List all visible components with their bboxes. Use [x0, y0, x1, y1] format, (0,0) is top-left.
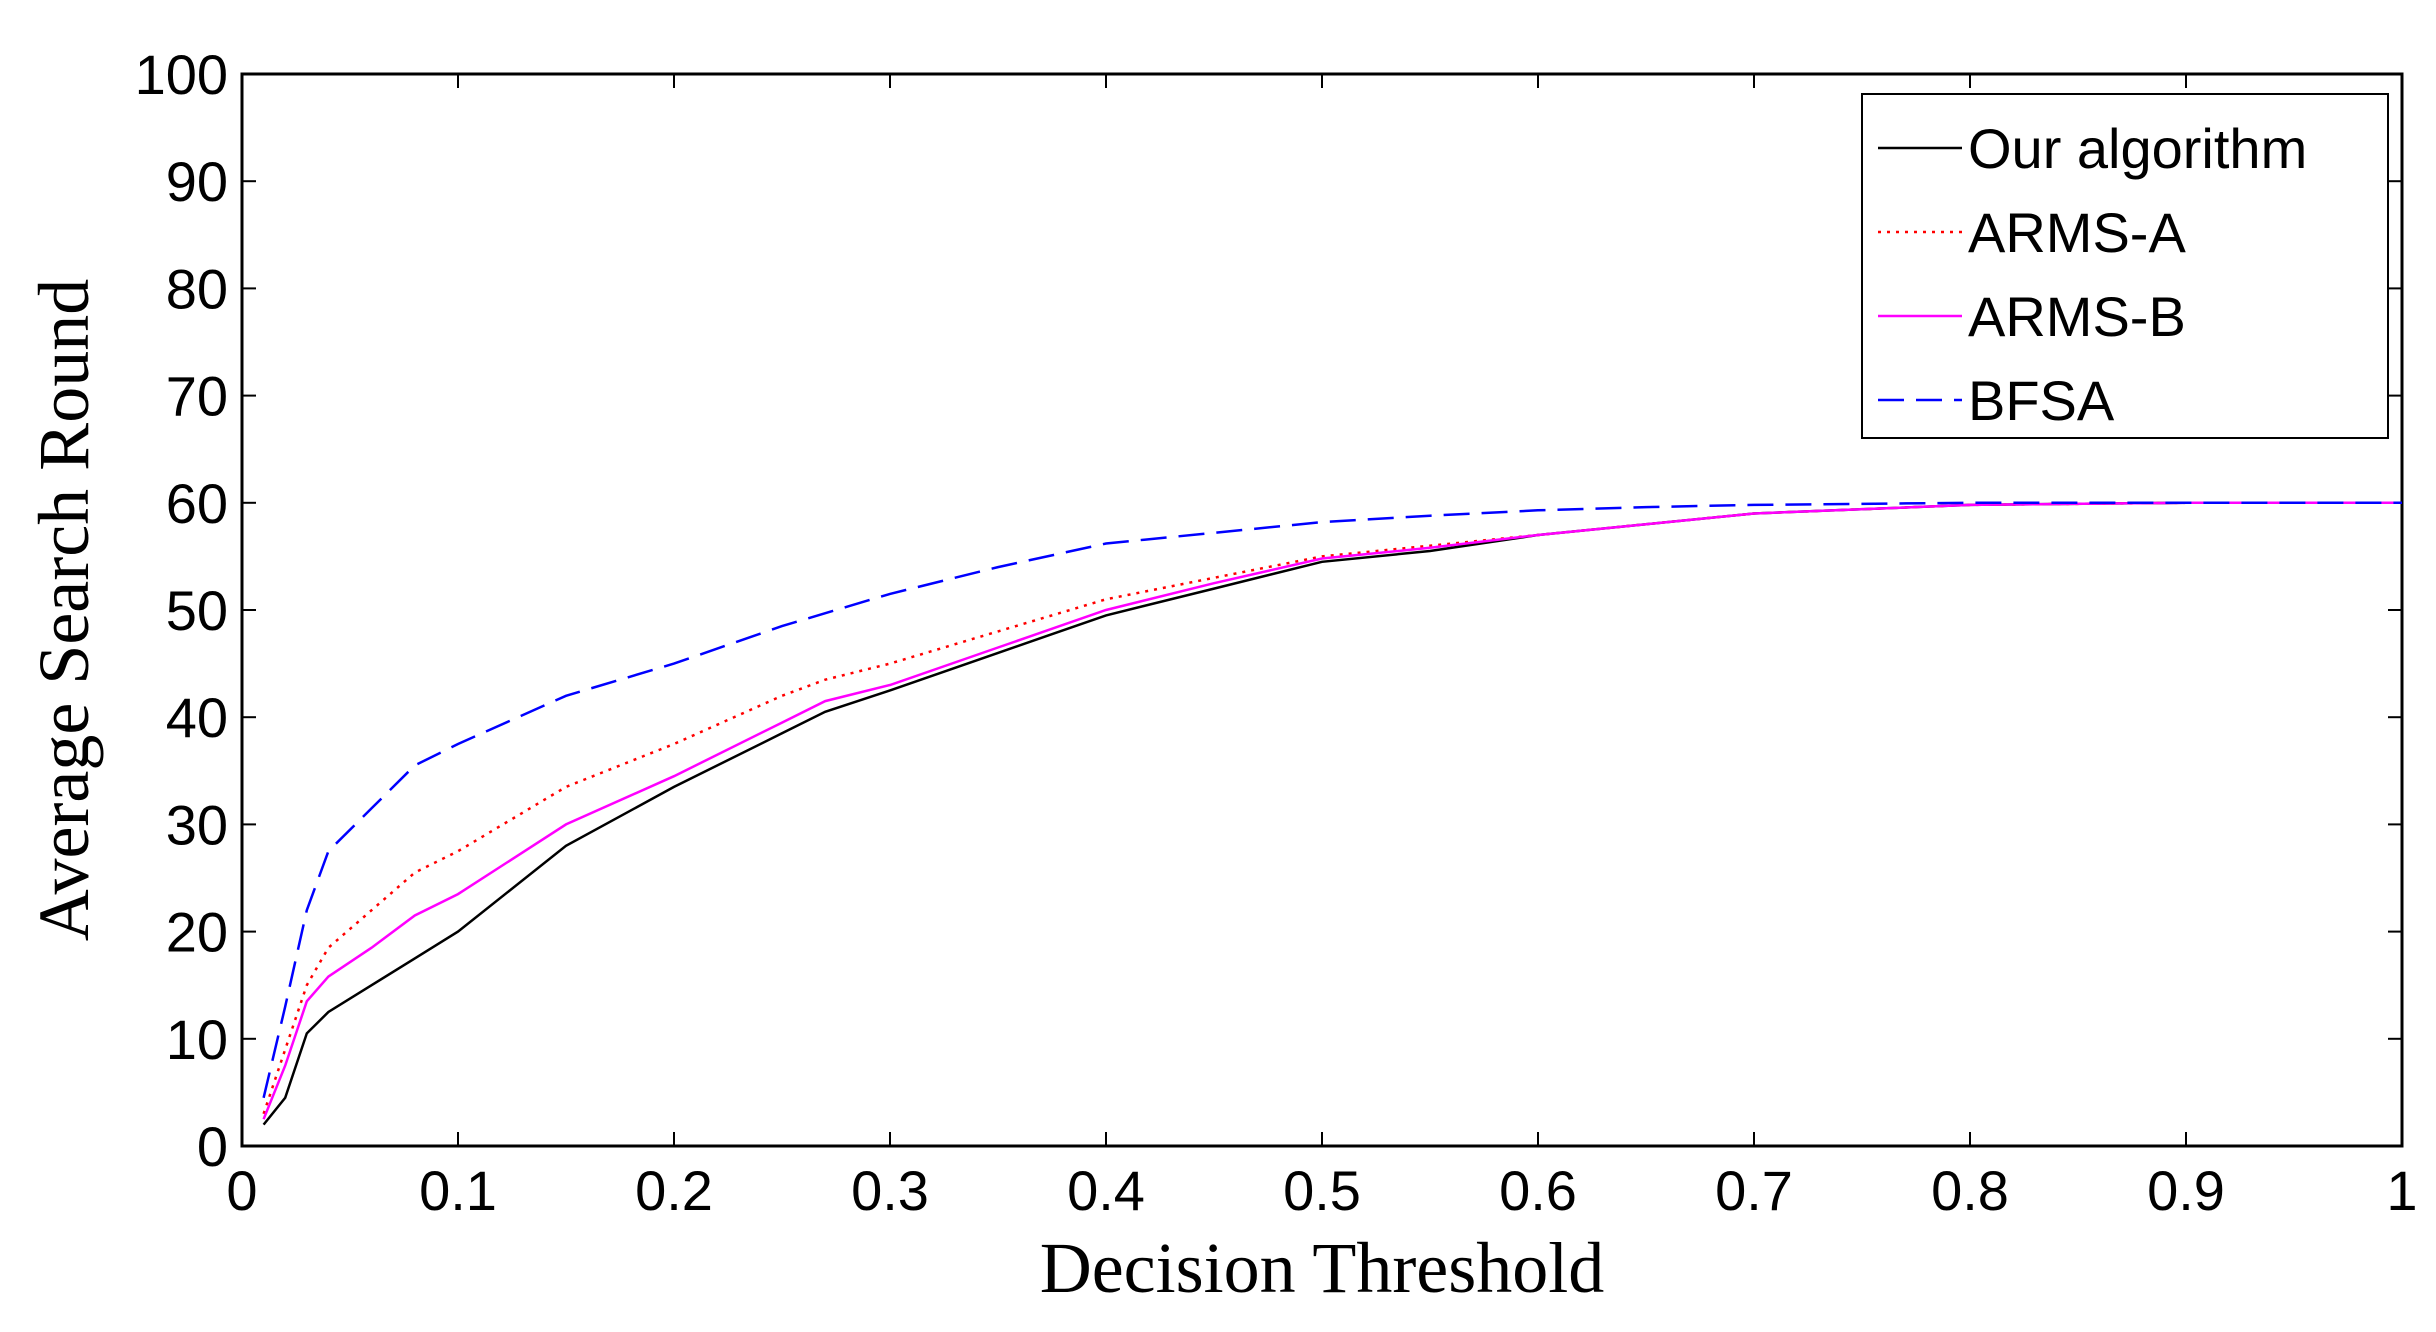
y-tick-label: 50 [166, 579, 228, 642]
y-tick-label: 30 [166, 793, 228, 856]
legend: Our algorithm ARMS-A ARMS-B BFSA [1861, 93, 2389, 439]
series-lines [262, 501, 2402, 1126]
y-tick-label: 100 [135, 43, 228, 106]
x-tick-label: 0.4 [1067, 1159, 1145, 1222]
x-tick-label: 1 [2386, 1159, 2417, 1222]
y-axis-title: Average Search Round [24, 279, 104, 941]
x-axis-title: Decision Threshold [1040, 1228, 1605, 1308]
legend-box [1861, 93, 2389, 439]
x-tick-label: 0.3 [851, 1159, 929, 1222]
x-tick-label: 0 [226, 1159, 257, 1222]
x-tick-label: 0.2 [635, 1159, 713, 1222]
x-tick-label: 0.1 [419, 1159, 497, 1222]
y-tick-label: 40 [166, 686, 228, 749]
y-tick-label: 90 [166, 150, 228, 213]
x-tick-label: 0.8 [1931, 1159, 2009, 1222]
x-tick-label: 0.5 [1283, 1159, 1361, 1222]
legend-label: BFSA [1968, 369, 2115, 432]
y-tick-label: 10 [166, 1008, 228, 1071]
axis-ticks: 0 0.1 0.2 0.3 0.4 0.5 0.6 0.7 0.8 0.9 101020304050… [135, 43, 2418, 1222]
x-tick-label: 0.6 [1499, 1159, 1577, 1222]
series-line-3 [262, 501, 2402, 1120]
series-line-4 [262, 501, 2402, 1099]
x-tick-label: 0.9 [2147, 1159, 2225, 1222]
y-tick-label: 60 [166, 472, 228, 535]
legend-label: ARMS-B [1968, 285, 2186, 348]
legend-label: ARMS-A [1968, 201, 2186, 264]
legend-label: Our algorithm [1968, 117, 2307, 180]
y-tick-label: 20 [166, 901, 228, 964]
x-tick-label: 0.7 [1715, 1159, 1793, 1222]
y-tick-label: 70 [166, 365, 228, 428]
y-tick-label: 0 [197, 1115, 228, 1178]
y-tick-label: 80 [166, 257, 228, 320]
